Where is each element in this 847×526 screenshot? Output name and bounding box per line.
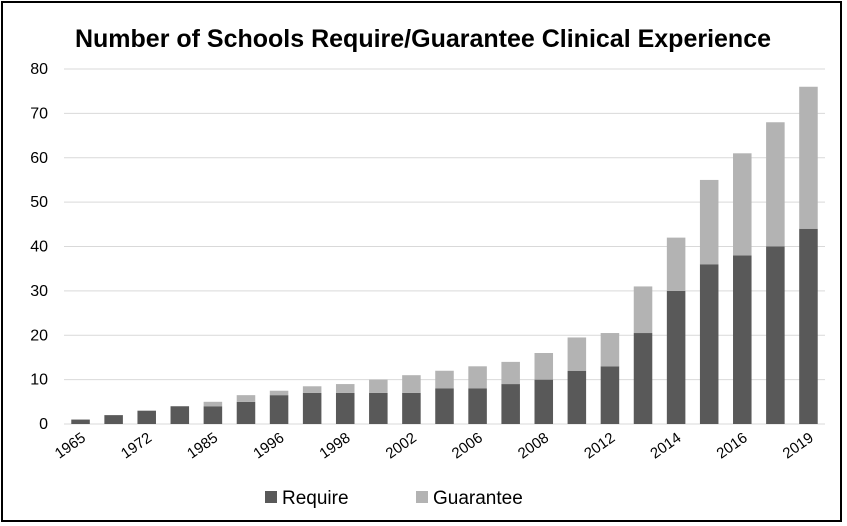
x-tick-label: 2019 [780, 429, 817, 462]
legend-label-require: Require [282, 488, 349, 509]
x-tick-label: 1972 [118, 429, 155, 462]
legend-swatch-require [265, 491, 277, 503]
bar-guarantee [799, 86, 818, 229]
legend-label-guarantee: Guarantee [433, 488, 523, 509]
x-tick-label: 2008 [515, 429, 552, 462]
bar-guarantee [335, 384, 355, 393]
bar-guarantee [203, 401, 223, 407]
bar-require [600, 366, 620, 424]
bar-guarantee [633, 286, 653, 334]
bar-require [733, 255, 752, 424]
y-tick-label: 30 [30, 283, 48, 300]
bar-require [666, 290, 686, 424]
bar-require [137, 410, 156, 424]
bar-guarantee [600, 333, 620, 367]
bar-require [269, 395, 289, 424]
bar-require [335, 392, 355, 424]
y-tick-label: 40 [30, 239, 48, 256]
bar-require [302, 392, 322, 424]
bar-require [501, 384, 520, 424]
bar-require [435, 388, 454, 424]
y-tick-label: 20 [30, 327, 48, 344]
chart-title: Number of Schools Require/Guarantee Clin… [75, 25, 771, 53]
x-tick-label: 1985 [184, 429, 221, 462]
stacked-bar-chart: Number of Schools Require/Guarantee Clin… [30, 25, 825, 509]
bar-require [402, 392, 421, 424]
y-tick-label: 10 [30, 372, 48, 389]
bar-require [104, 415, 123, 424]
bar-guarantee [766, 122, 785, 247]
bar-guarantee [699, 179, 719, 265]
bar-require [534, 379, 554, 424]
gridlines [64, 68, 825, 425]
y-tick-label: 50 [30, 194, 48, 211]
bar-require [170, 406, 190, 424]
bar-require [236, 401, 256, 424]
bar-require [633, 333, 653, 424]
bar-guarantee [501, 361, 520, 385]
bar-require [699, 264, 719, 424]
x-tick-label: 1996 [250, 429, 287, 462]
bar-require [799, 228, 818, 424]
x-tick-label: 2006 [449, 429, 486, 462]
bar-guarantee [534, 353, 554, 380]
legend-swatch-guarantee [416, 491, 428, 503]
x-tick-label: 2016 [713, 429, 750, 462]
bars [71, 86, 818, 424]
x-tick-label: 1965 [52, 429, 89, 462]
bar-guarantee [369, 379, 388, 393]
y-tick-label: 70 [30, 105, 48, 122]
legend: Require Guarantee [265, 488, 523, 509]
y-tick-label: 80 [30, 61, 48, 78]
bar-guarantee [733, 153, 752, 256]
bar-require [468, 388, 487, 424]
bar-guarantee [468, 366, 487, 389]
bar-require [203, 406, 223, 424]
y-tick-label: 0 [39, 416, 48, 433]
y-axis-ticks: 0 10 20 30 40 50 60 70 80 [30, 61, 48, 433]
bar-require [567, 370, 587, 424]
x-axis-ticks: 1965 1972 1985 1996 1998 2002 2006 2008 2012 2014… [52, 429, 817, 462]
bar-guarantee [402, 375, 421, 393]
bar-guarantee [236, 395, 256, 402]
x-tick-label: 2012 [581, 429, 618, 462]
bar-guarantee [269, 390, 289, 396]
x-tick-label: 2002 [383, 429, 420, 462]
bar-guarantee [567, 337, 587, 371]
bar-require [369, 392, 388, 424]
y-tick-label: 60 [30, 150, 48, 167]
bar-guarantee [666, 237, 686, 291]
bar-guarantee [435, 370, 454, 389]
x-tick-label: 1998 [316, 429, 353, 462]
bar-require [766, 246, 785, 424]
bar-require [71, 419, 90, 424]
bar-guarantee [302, 386, 322, 393]
x-tick-label: 2014 [647, 429, 684, 462]
